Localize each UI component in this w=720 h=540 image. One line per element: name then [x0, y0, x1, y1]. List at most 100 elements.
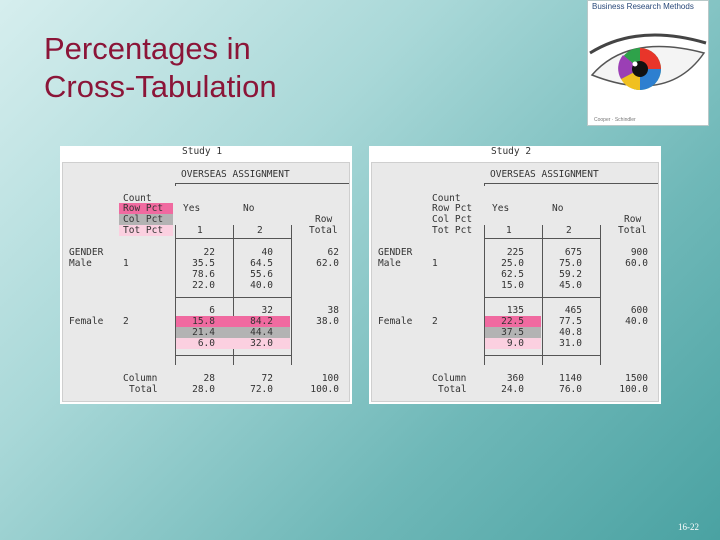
- female-label: Female: [378, 316, 413, 327]
- cell-female-row-pct: 40.0: [625, 316, 648, 327]
- cell-male-row-total: 62: [327, 247, 339, 258]
- legend-count: Count: [432, 193, 461, 204]
- cell-female-no-count: 32: [261, 305, 273, 316]
- cell-female-yes-rowpct: 15.8: [192, 316, 215, 327]
- cell-male-row-total: 900: [630, 247, 648, 258]
- column-total-label: Column: [123, 373, 158, 384]
- cell-female-yes-rowpct: 22.5: [501, 316, 524, 327]
- legend-col-pct: Col Pct: [123, 214, 164, 225]
- col-no-header: No: [552, 203, 564, 214]
- cell-female-no-rowpct: 84.2: [250, 316, 273, 327]
- row-total-header: Row: [624, 214, 642, 225]
- cell-female-yes-colpct: 21.4: [192, 327, 215, 338]
- crosstab-study-1: Study 1 OVERSEAS ASSIGNMENT Count Row Pc…: [60, 146, 352, 404]
- row-total-header: Total: [618, 225, 647, 236]
- row-total-header: Total: [309, 225, 338, 236]
- cell-col-yes-pct: 28.0: [192, 384, 215, 395]
- cell-grand-total: 100: [321, 373, 339, 384]
- cell-col-no-pct: 72.0: [250, 384, 273, 395]
- code-no: 2: [566, 225, 572, 236]
- cell-male-no-count: 675: [564, 247, 582, 258]
- column-total-label: Column: [432, 373, 467, 384]
- cell-female-row-total: 38: [327, 305, 339, 316]
- cell-female-yes-totpct: 6.0: [197, 338, 215, 349]
- table-header: OVERSEAS ASSIGNMENT: [490, 169, 599, 180]
- cell-male-yes-count: 22: [203, 247, 215, 258]
- column-total-label: Total: [129, 384, 158, 395]
- cell-male-no-rowpct: 75.0: [559, 258, 582, 269]
- cell-female-no-rowpct: 77.5: [559, 316, 582, 327]
- cell-grand-pct: 100.0: [619, 384, 648, 395]
- table-header: OVERSEAS ASSIGNMENT: [181, 169, 290, 180]
- legend-col-pct: Col Pct: [432, 214, 473, 225]
- male-label: Male: [378, 258, 401, 269]
- cell-male-row-pct: 62.0: [316, 258, 339, 269]
- cell-male-yes-totpct: 15.0: [501, 280, 524, 291]
- male-label: Male: [69, 258, 92, 269]
- cell-female-yes-totpct: 9.0: [506, 338, 524, 349]
- male-code: 1: [432, 258, 438, 269]
- legend-row-pct: Row Pct: [432, 203, 473, 214]
- cell-col-yes-total: 360: [506, 373, 524, 384]
- book-cover-logo: Business Research Methods Cooper · Schin…: [587, 0, 709, 126]
- slide-title-line2: Cross-Tabulation: [44, 69, 277, 104]
- cell-male-yes-totpct: 22.0: [192, 280, 215, 291]
- crosstab-panel: OVERSEAS ASSIGNMENT Count Row Pct Col Pc…: [371, 162, 659, 402]
- cell-male-no-rowpct: 64.5: [250, 258, 273, 269]
- cell-male-yes-colpct: 62.5: [501, 269, 524, 280]
- crosstab-study-2: Study 2 OVERSEAS ASSIGNMENT Count Row Pc…: [369, 146, 661, 404]
- male-code: 1: [123, 258, 129, 269]
- cell-col-no-pct: 76.0: [559, 384, 582, 395]
- row-total-header: Row: [315, 214, 333, 225]
- cell-female-yes-colpct: 37.5: [501, 327, 524, 338]
- crosstab-panel: OVERSEAS ASSIGNMENT Count Row Pct Col Pc…: [62, 162, 350, 402]
- eye-icon: [589, 33, 707, 91]
- cell-male-yes-colpct: 78.6: [192, 269, 215, 280]
- cell-female-yes-count: 6: [209, 305, 215, 316]
- code-yes: 1: [197, 225, 203, 236]
- cell-female-no-count: 465: [564, 305, 582, 316]
- book-authors: Cooper · Schindler: [594, 117, 636, 123]
- cell-male-no-count: 40: [261, 247, 273, 258]
- cell-col-no-total: 72: [261, 373, 273, 384]
- cell-female-yes-count: 135: [506, 305, 524, 316]
- cell-male-yes-rowpct: 25.0: [501, 258, 524, 269]
- cell-male-no-colpct: 59.2: [559, 269, 582, 280]
- legend-tot-pct: Tot Pct: [432, 225, 473, 236]
- female-code: 2: [123, 316, 129, 327]
- cell-male-yes-count: 225: [506, 247, 524, 258]
- study-label: Study 1: [182, 146, 223, 157]
- cell-female-no-totpct: 31.0: [559, 338, 582, 349]
- legend-count: Count: [123, 193, 152, 204]
- cell-female-no-colpct: 44.4: [250, 327, 273, 338]
- study-label: Study 2: [491, 146, 532, 157]
- cell-male-row-pct: 60.0: [625, 258, 648, 269]
- cell-col-no-total: 1140: [559, 373, 582, 384]
- cell-female-row-total: 600: [630, 305, 648, 316]
- female-code: 2: [432, 316, 438, 327]
- gender-label: GENDER: [378, 247, 413, 258]
- legend-tot-pct: Tot Pct: [123, 225, 164, 236]
- slide-title: Percentages in Cross-Tabulation: [44, 30, 277, 106]
- cell-col-yes-total: 28: [203, 373, 215, 384]
- book-title: Business Research Methods: [592, 2, 694, 11]
- code-no: 2: [257, 225, 263, 236]
- slide-number: 16-22: [678, 522, 699, 532]
- cell-grand-total: 1500: [625, 373, 648, 384]
- col-yes-header: Yes: [492, 203, 510, 214]
- cell-male-yes-rowpct: 35.5: [192, 258, 215, 269]
- cell-female-no-totpct: 32.0: [250, 338, 273, 349]
- column-total-label: Total: [438, 384, 467, 395]
- col-no-header: No: [243, 203, 255, 214]
- cell-female-no-colpct: 40.8: [559, 327, 582, 338]
- cell-male-no-totpct: 45.0: [559, 280, 582, 291]
- cell-grand-pct: 100.0: [310, 384, 339, 395]
- col-yes-header: Yes: [183, 203, 201, 214]
- gender-label: GENDER: [69, 247, 104, 258]
- female-label: Female: [69, 316, 104, 327]
- code-yes: 1: [506, 225, 512, 236]
- cell-col-yes-pct: 24.0: [501, 384, 524, 395]
- cell-male-no-totpct: 40.0: [250, 280, 273, 291]
- slide-title-line1: Percentages in: [44, 31, 251, 66]
- cell-male-no-colpct: 55.6: [250, 269, 273, 280]
